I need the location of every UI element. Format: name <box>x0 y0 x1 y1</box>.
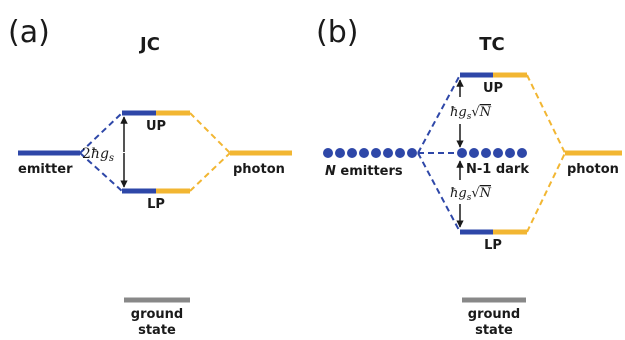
photon-label: photon <box>233 162 285 177</box>
tc-photon-label: photon <box>567 162 619 177</box>
emitter-label: emitter <box>18 162 73 177</box>
lp-label: LP <box>147 197 165 212</box>
jc-splitting-label: 2ħgs <box>82 146 114 164</box>
ground-label-line2: state <box>138 323 176 338</box>
panel-b-title: TC <box>479 34 505 55</box>
tc-photon-up-connector <box>526 74 566 154</box>
panel-a: (a) JC emitter UP LP 2ħgs photon ground … <box>8 15 292 338</box>
tc-upper-splitting-label: ħgs√N <box>450 105 492 122</box>
tc-emitter-lp-connector <box>417 152 461 233</box>
dark-state-dots <box>457 148 527 158</box>
photon-lp-connector <box>189 152 231 192</box>
up-label: UP <box>146 119 166 134</box>
tc-ground-label-line1: ground <box>468 307 520 322</box>
emitter-dots-left <box>323 148 417 158</box>
dark-states-label: N-1 dark <box>466 162 529 177</box>
tc-photon-lp-connector <box>526 152 566 233</box>
n-emitters-label: N emitters <box>325 164 403 179</box>
panel-a-tag: (a) <box>8 15 50 50</box>
tc-ground-label-line2: state <box>475 323 513 338</box>
tc-up-label: UP <box>483 81 503 96</box>
tc-emitter-up-connector <box>417 74 461 154</box>
ground-label-line1: ground <box>131 307 183 322</box>
panel-a-title: JC <box>138 34 160 55</box>
tc-lower-splitting-label: ħgs√N <box>450 186 492 203</box>
photon-up-connector <box>189 112 231 154</box>
panel-b: (b) TC N emitters UP <box>316 15 622 338</box>
panel-b-tag: (b) <box>316 15 358 50</box>
tc-lp-label: LP <box>484 238 502 253</box>
